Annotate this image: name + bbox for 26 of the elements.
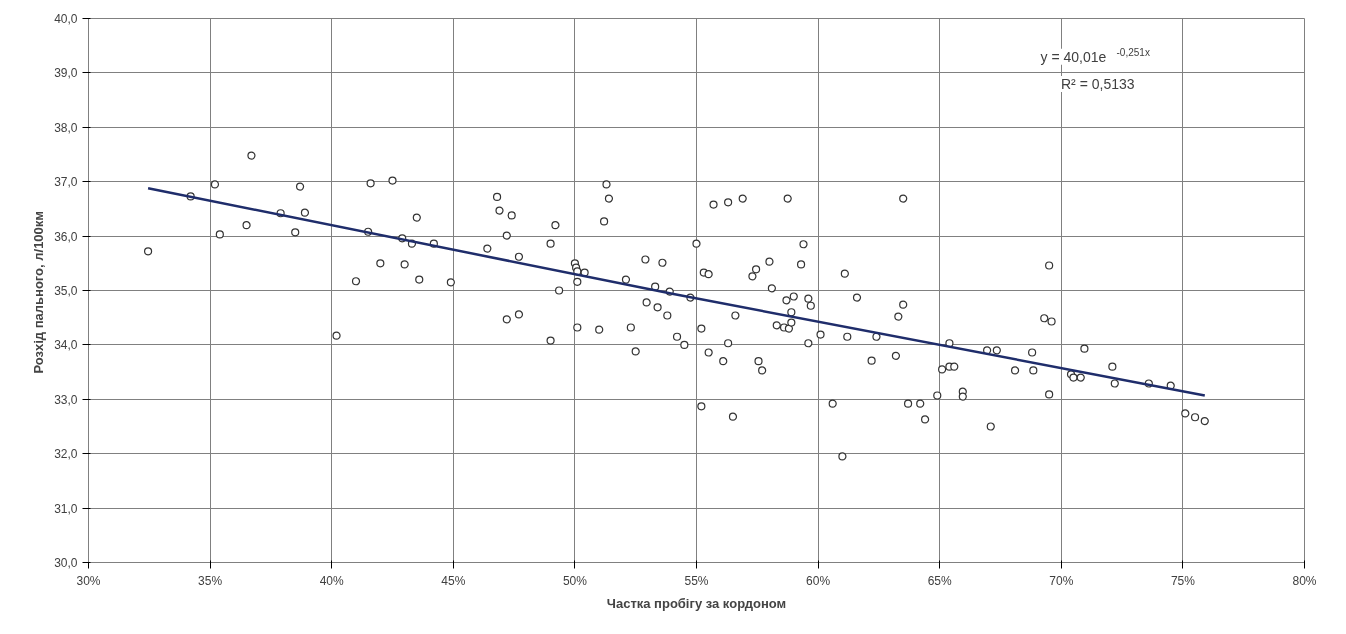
- x-tick-label: 80%: [1292, 573, 1317, 588]
- y-tick-label: 31,0: [54, 501, 78, 516]
- annotation: y = 40,01e-0,251x: [1040, 46, 1150, 65]
- y-tick-label: 38,0: [54, 120, 78, 135]
- x-tick-label: 50%: [562, 573, 588, 588]
- x-tick-label: 40%: [319, 573, 345, 588]
- x-tick-label: 30%: [76, 573, 101, 588]
- y-tick-label: 37,0: [54, 175, 78, 190]
- y-tick-label: 32,0: [54, 447, 78, 462]
- x-axis-title: Частка пробігу за кордоном: [606, 595, 787, 611]
- x-tick-label: 70%: [1049, 573, 1074, 588]
- y-tick-label: 34,0: [54, 338, 78, 353]
- x-tick-label: 55%: [684, 573, 709, 588]
- y-tick-label: 40,0: [54, 12, 78, 26]
- x-tick-label: 35%: [198, 573, 223, 588]
- y-tick-label: 36,0: [54, 229, 78, 244]
- y-tick-label: 33,0: [54, 392, 78, 407]
- y-tick-label: 39,0: [54, 66, 78, 81]
- x-tick-label: 75%: [1170, 573, 1196, 588]
- y-tick-label: 30,0: [54, 556, 78, 570]
- x-tick-label: 65%: [927, 573, 953, 588]
- y-tick-label: 35,0: [54, 284, 78, 298]
- x-tick-label: 45%: [441, 573, 466, 588]
- annotation: R² = 0,5133: [1061, 75, 1135, 92]
- y-axis-title: Розхід пального, л/100км: [31, 211, 47, 374]
- x-tick-label: 60%: [806, 573, 831, 588]
